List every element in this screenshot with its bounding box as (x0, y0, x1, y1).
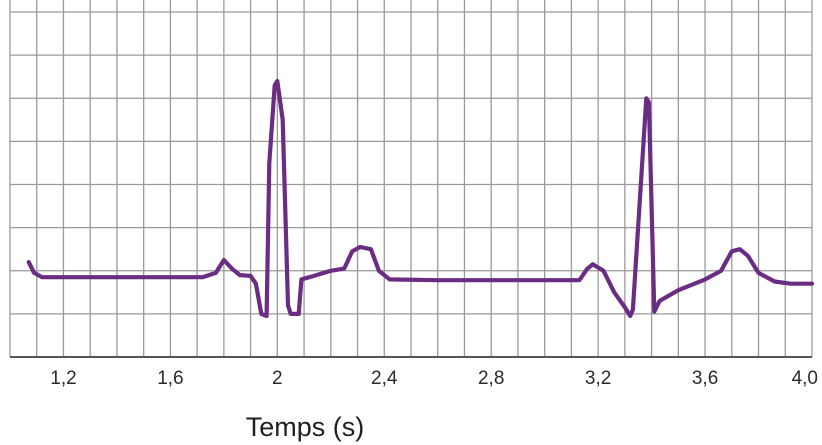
x-tick-label: 4,0 (792, 368, 818, 389)
x-tick-label: 1,2 (50, 368, 76, 389)
vertical-gridlines (9, 0, 813, 357)
x-tick-label: 1,6 (157, 368, 183, 389)
ecg-trace-line (26, 78, 815, 319)
x-axis-title: Temps (s) (246, 412, 365, 442)
x-tick-labels: 1,2 1,6 2 2,4 2,8 3,2 3,6 4,0 (50, 368, 818, 389)
x-tick-label: 3,2 (585, 368, 611, 389)
x-tick-label: 2 (272, 368, 283, 389)
horizontal-gridlines (10, 11, 812, 315)
x-tick-label: 2,8 (478, 368, 504, 389)
x-tick-label: 2,4 (371, 368, 398, 389)
x-tick-label: 3,6 (692, 368, 718, 389)
